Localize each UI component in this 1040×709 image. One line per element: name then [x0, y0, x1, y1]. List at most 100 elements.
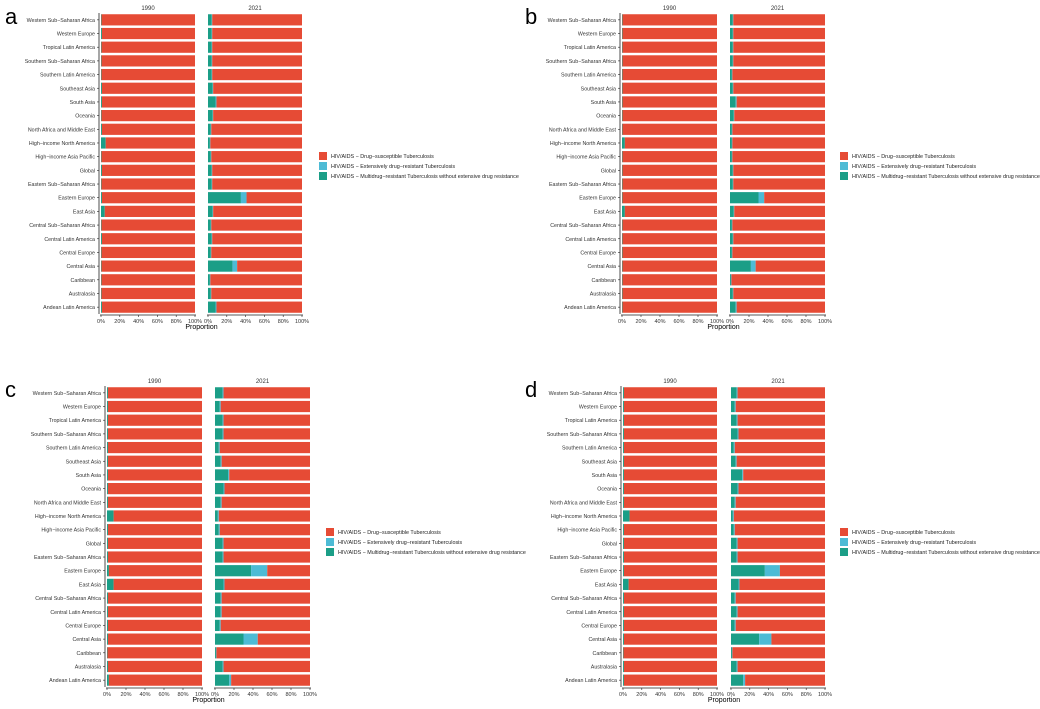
bar-mdr: [731, 415, 737, 426]
bar-mdr: [107, 620, 108, 631]
bar-drug-susceptible: [622, 28, 717, 39]
category-label: Central Asia: [587, 264, 616, 270]
category-label: Tropical Latin America: [43, 45, 95, 51]
category-label: Southern Sub−Saharan Africa: [31, 432, 101, 438]
bar-drug-susceptible: [739, 579, 825, 590]
bar-mdr: [623, 428, 624, 439]
category-label: South Asia: [592, 473, 617, 479]
bar-drug-susceptible: [108, 620, 202, 631]
category-label: Oceania: [75, 114, 95, 120]
category-label: Central Europe: [581, 623, 617, 629]
category-label: Central Asia: [66, 264, 95, 270]
facet-label: 1990: [663, 6, 677, 12]
bar-drug-susceptible: [102, 96, 195, 107]
bar-xdr: [735, 592, 736, 603]
bar-drug-susceptible: [216, 302, 302, 313]
bar-mdr: [731, 483, 738, 494]
bar-mdr: [215, 497, 221, 508]
legend-label: HIV/AIDS − Extensively drug−resistant Tu…: [338, 540, 462, 546]
bar-drug-susceptible: [734, 510, 825, 521]
bar-drug-susceptible: [211, 219, 302, 230]
bar-mdr: [101, 192, 102, 203]
bar-drug-susceptible: [733, 42, 825, 53]
bar-mdr: [730, 14, 733, 25]
bar-mdr: [215, 442, 219, 453]
bar-drug-susceptible: [109, 675, 202, 686]
bar-mdr: [731, 538, 737, 549]
bar-drug-susceptible: [624, 387, 717, 398]
bar-mdr: [730, 302, 736, 313]
bar-mdr: [215, 415, 223, 426]
category-label: High−income North America: [551, 514, 617, 520]
bar-mdr: [101, 233, 102, 244]
category-label: East Asia: [595, 582, 617, 588]
bar-drug-susceptible: [622, 302, 717, 313]
bar-drug-susceptible: [630, 510, 717, 521]
bar-mdr: [623, 606, 624, 617]
bar-drug-susceptible: [735, 524, 825, 535]
bar-xdr: [223, 387, 224, 398]
bar-drug-susceptible: [624, 592, 717, 603]
bar-mdr: [215, 647, 216, 658]
category-label: Global: [80, 168, 95, 174]
category-label: Western Europe: [578, 32, 616, 38]
bar-drug-susceptible: [733, 165, 825, 176]
facet-label: 2021: [771, 379, 785, 385]
bar-mdr: [730, 233, 733, 244]
bar-mdr: [215, 634, 244, 645]
bar-drug-susceptible: [105, 206, 195, 217]
bar-drug-susceptible: [622, 165, 717, 176]
bar-drug-susceptible: [629, 579, 717, 590]
bar-drug-susceptible: [108, 387, 202, 398]
bar-drug-susceptible: [624, 620, 717, 631]
bar-mdr: [208, 28, 212, 39]
bar-drug-susceptible: [624, 675, 717, 686]
bar-drug-susceptible: [624, 565, 717, 576]
bar-drug-susceptible: [735, 442, 825, 453]
bar-drug-susceptible: [733, 14, 825, 25]
bar-mdr: [107, 510, 114, 521]
bar-drug-susceptible: [732, 647, 825, 658]
x-axis-title: Proportion: [192, 697, 224, 704]
bar-mdr: [623, 579, 629, 590]
bar-drug-susceptible: [108, 415, 202, 426]
category-label: Central Sub−Saharan Africa: [551, 596, 617, 602]
bar-mdr: [730, 178, 733, 189]
bar-mdr: [208, 110, 213, 121]
bar-drug-susceptible: [732, 124, 825, 135]
legend-label: HIV/AIDS − Drug−susceptible Tuberculosis: [338, 530, 441, 536]
bar-mdr: [208, 14, 212, 25]
bar-mdr: [208, 55, 212, 66]
category-label: South Asia: [591, 100, 616, 106]
bar-mdr: [107, 497, 108, 508]
category-label: Central Europe: [59, 250, 95, 256]
category-label: Australasia: [75, 664, 101, 670]
bar-drug-susceptible: [732, 137, 825, 148]
bar-drug-susceptible: [114, 510, 202, 521]
category-label: Western Europe: [63, 405, 101, 411]
bar-mdr: [623, 592, 624, 603]
x-tick-label: 60%: [782, 692, 793, 698]
bar-drug-susceptible: [738, 551, 825, 562]
bar-mdr: [623, 634, 624, 645]
bar-drug-susceptible: [224, 551, 310, 562]
bar-mdr: [215, 387, 223, 398]
bar-drug-susceptible: [624, 428, 717, 439]
bar-drug-susceptible: [624, 538, 717, 549]
bar-drug-susceptible: [108, 456, 202, 467]
bar-drug-susceptible: [213, 206, 302, 217]
bar-drug-susceptible: [108, 524, 202, 535]
bar-mdr: [208, 124, 211, 135]
bar-mdr: [731, 469, 742, 480]
bar-mdr: [215, 483, 224, 494]
category-label: East Asia: [73, 209, 95, 215]
bar-drug-susceptible: [622, 83, 717, 94]
bar-mdr: [730, 165, 733, 176]
bar-drug-susceptible: [108, 469, 202, 480]
category-label: Western Sub−Saharan Africa: [27, 18, 95, 24]
bar-mdr: [623, 456, 624, 467]
bar-xdr: [735, 401, 736, 412]
bar-xdr: [223, 551, 224, 562]
bar-drug-susceptible: [225, 579, 311, 590]
